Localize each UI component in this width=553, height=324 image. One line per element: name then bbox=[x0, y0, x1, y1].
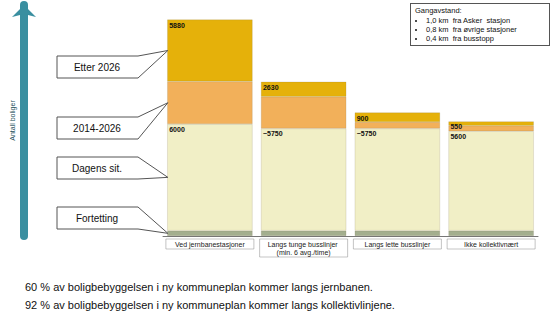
svg-text:Fortetting: Fortetting bbox=[76, 213, 118, 224]
svg-text:Ikke kollektivnært: Ikke kollektivnært bbox=[464, 241, 518, 248]
svg-text:Langs lette busslinjer: Langs lette busslinjer bbox=[364, 241, 430, 249]
svg-text:2630: 2630 bbox=[263, 84, 279, 91]
svg-text:6000: 6000 bbox=[169, 126, 185, 133]
svg-text:Dagens sit.: Dagens sit. bbox=[72, 163, 122, 174]
html-text:60 % av boligbebyggelsen i ny: 60 % av boligbebyggelsen i ny kommunepla… bbox=[25, 281, 373, 293]
svg-text:~5750: ~5750 bbox=[263, 130, 283, 137]
html-text:1,0 km fra Asker stasjon: 1,0 km fra Asker stasjon bbox=[426, 16, 511, 25]
svg-text:Etter 2026: Etter 2026 bbox=[74, 62, 121, 73]
svg-text:550: 550 bbox=[450, 123, 462, 130]
html-text:92 % av boligbebyggelsen i ny: 92 % av boligbebyggelsen i ny kommunepla… bbox=[25, 299, 395, 311]
svg-text:2014-2026: 2014-2026 bbox=[73, 123, 121, 134]
svg-text:5880: 5880 bbox=[169, 22, 185, 29]
svg-text:Ved jernbanestasjoner: Ved jernbanestasjoner bbox=[175, 241, 245, 249]
svg-text:(min. 6 avg./time): (min. 6 avg./time) bbox=[277, 249, 331, 257]
html-text:0,8 km fra øvrige stasjoner: 0,8 km fra øvrige stasjoner bbox=[426, 25, 517, 34]
svg-text:Antall boliger: Antall boliger bbox=[9, 100, 17, 141]
svg-text:5600: 5600 bbox=[450, 133, 466, 140]
svg-text:900: 900 bbox=[357, 115, 369, 122]
html-text:Gangavstand:: Gangavstand: bbox=[415, 6, 462, 15]
svg-text:~5750: ~5750 bbox=[357, 130, 377, 137]
html-text:0,4 km fra busstopp: 0,4 km fra busstopp bbox=[426, 34, 494, 43]
svg-text:Langs tunge busslinjer: Langs tunge busslinjer bbox=[268, 241, 340, 249]
